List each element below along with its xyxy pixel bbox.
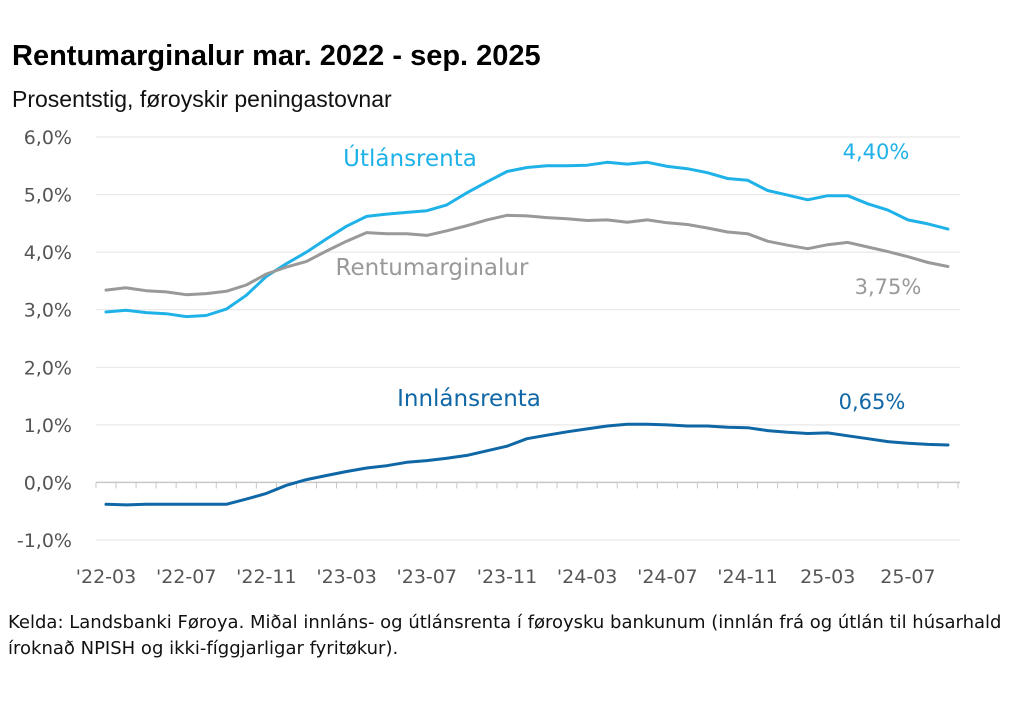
chart-subtitle: Prosentstig, føroyskir peningastovnar	[12, 86, 392, 112]
x-tick-label: '23-07	[397, 566, 457, 588]
series-name-label-rentumarginalur: Rentumarginalur	[336, 255, 529, 281]
y-tick-label: 6,0%	[24, 127, 72, 149]
series-name-label-útlánsrenta: Útlánsrenta	[343, 144, 477, 172]
x-tick-label: '22-03	[76, 566, 136, 588]
x-tick-label: '22-11	[236, 566, 296, 588]
chart-title: Rentumarginalur mar. 2022 - sep. 2025	[12, 40, 541, 72]
y-axis: -1,0% 0,0% 1,0% 2,0% 3,0% 4,0% 5,0% 6,0%	[17, 127, 72, 552]
x-axis: '22-03 '22-07 '22-11 '23-03 '23-07 '23-11 '24-…	[76, 481, 960, 588]
series-line-rentumarginalur	[104, 213, 950, 297]
x-tick-label: '23-03	[316, 566, 376, 588]
end-value-label-rentumarginalur: 3,75%	[855, 275, 922, 299]
y-tick-label: 3,0%	[24, 300, 72, 322]
line-chart: -1,0% 0,0% 1,0% 2,0% 3,0% 4,0% 5,0% 6,0% '22-03…	[17, 127, 960, 588]
series-line-útlánsrenta	[104, 160, 950, 319]
y-tick-label: 5,0%	[24, 185, 72, 207]
y-tick-label: 0,0%	[24, 472, 72, 494]
x-tick-label: '24-07	[637, 566, 697, 588]
x-tick-label: '24-03	[557, 566, 617, 588]
x-tick-label: 25-07	[880, 566, 935, 588]
x-tick-label: '24-11	[717, 566, 777, 588]
series-labels: Útlánsrenta 4,40% Rentumarginalur 3,75% Innl…	[336, 140, 922, 414]
y-tick-label: 1,0%	[24, 415, 72, 437]
y-tick-label: 4,0%	[24, 242, 72, 264]
x-tick-label: '22-07	[156, 566, 216, 588]
x-tick-label: '23-11	[477, 566, 537, 588]
series-name-label-innlánsrenta: Innlánsrenta	[397, 386, 541, 412]
x-tick-label: 25-03	[800, 566, 855, 588]
end-value-label-útlánsrenta: 4,40%	[843, 140, 910, 164]
y-tick-label: 2,0%	[24, 357, 72, 379]
y-tick-label: -1,0%	[17, 530, 72, 552]
end-value-label-innlánsrenta: 0,65%	[839, 390, 906, 414]
series-line-innlánsrenta	[104, 422, 950, 507]
series-lines	[104, 160, 950, 507]
gridlines	[96, 136, 960, 541]
source-footnote: Kelda: Landsbanki Føroya. Miðal innláns-…	[8, 612, 1002, 659]
